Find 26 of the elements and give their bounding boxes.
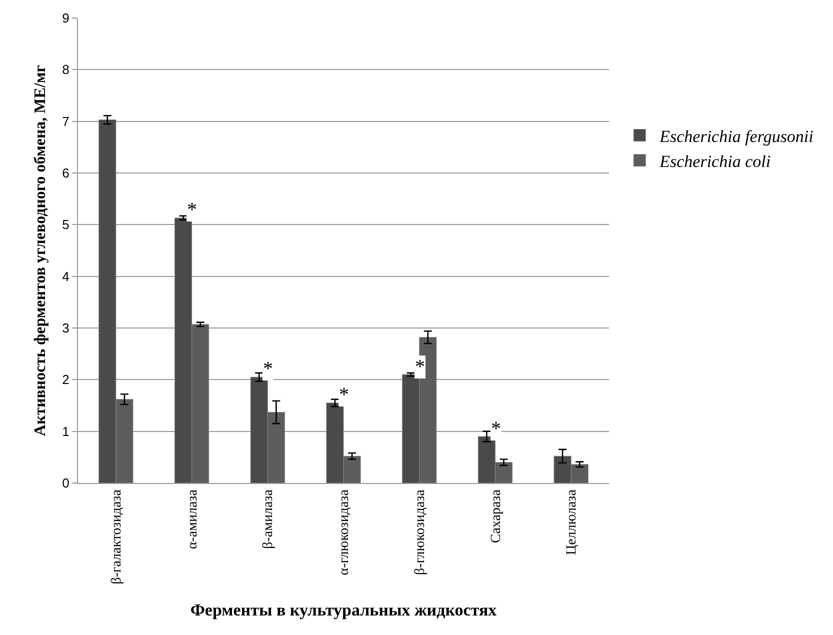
legend-label: Escherichia fergusonii	[658, 126, 814, 146]
x-tick-label: β-амилаза	[261, 488, 276, 549]
annotation: *	[339, 384, 349, 406]
y-tick-label: 8	[62, 62, 70, 78]
annotation: *	[415, 356, 425, 378]
y-tick-label: 9	[62, 10, 70, 26]
annotation: *	[187, 199, 197, 221]
y-tick-label: 2	[62, 372, 70, 388]
y-tick-label: 7	[62, 114, 70, 129]
y-tick-label: 1	[62, 424, 70, 439]
annotation: *	[263, 358, 273, 380]
x-tick-label: α-амилаза	[185, 488, 200, 550]
y-tick-label: 5	[62, 217, 70, 232]
x-tick-label: α-глюкозидаза	[337, 488, 352, 576]
x-tick-label: Целлюлаза	[564, 488, 580, 555]
legend-label: Escherichia coli	[658, 152, 771, 171]
y-axis-title: Активность ферментов углеводного обмена, МЕ/мг	[32, 64, 50, 436]
y-tick-label: 6	[62, 166, 70, 181]
y-tick-label: 0	[62, 476, 70, 491]
x-tick-label: β-глюкозидаза	[412, 488, 428, 576]
y-tick-label: 3	[62, 320, 70, 336]
x-axis-title: Ферменты в культуральных жидкостях	[190, 600, 498, 620]
annotation: *	[491, 418, 501, 440]
y-tick-label: 4	[62, 268, 70, 284]
x-tick-label: β-галактозидаза	[109, 488, 124, 584]
x-tick-label: Сахараза	[488, 488, 504, 544]
